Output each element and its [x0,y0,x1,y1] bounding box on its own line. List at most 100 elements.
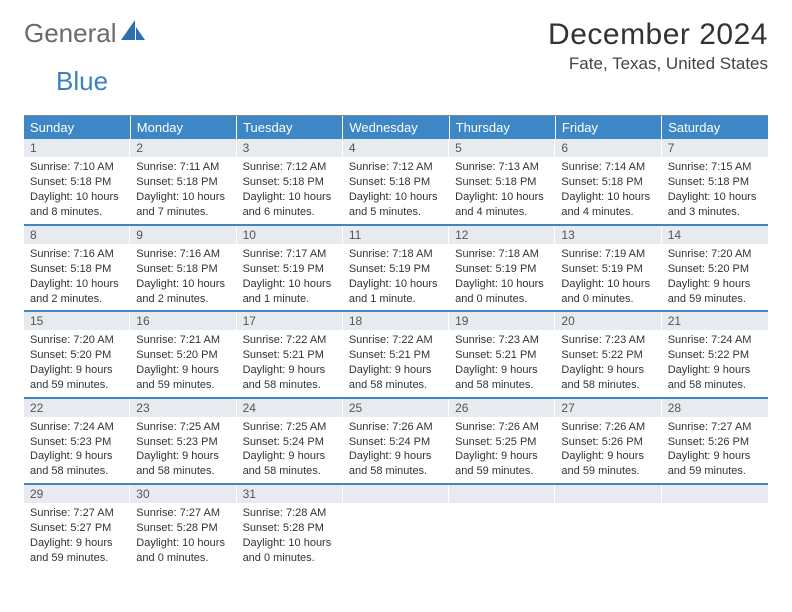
calendar-cell: 7Sunrise: 7:15 AMSunset: 5:18 PMDaylight… [662,139,768,225]
sunrise-text: Sunrise: 7:17 AM [243,247,337,262]
day-number: 8 [24,226,130,244]
day-content: Sunrise: 7:14 AMSunset: 5:18 PMDaylight:… [555,157,661,223]
sunset-text: Sunset: 5:24 PM [243,435,337,450]
calendar-cell: 11Sunrise: 7:18 AMSunset: 5:19 PMDayligh… [343,225,449,311]
day-number: 5 [449,139,555,157]
sunset-text: Sunset: 5:21 PM [243,348,337,363]
calendar-cell: 8Sunrise: 7:16 AMSunset: 5:18 PMDaylight… [24,225,130,311]
day-number: 9 [130,226,236,244]
day-number: 4 [343,139,449,157]
day-content: Sunrise: 7:18 AMSunset: 5:19 PMDaylight:… [449,244,555,310]
sunset-text: Sunset: 5:25 PM [455,435,549,450]
sunrise-text: Sunrise: 7:20 AM [668,247,762,262]
sunrise-text: Sunrise: 7:18 AM [349,247,443,262]
day-number: 29 [24,485,130,503]
day-content: Sunrise: 7:17 AMSunset: 5:19 PMDaylight:… [237,244,343,310]
calendar-cell [449,484,555,570]
daylight-text: Daylight: 10 hours and 7 minutes. [136,190,230,220]
day-number [662,485,768,503]
sunrise-text: Sunrise: 7:27 AM [668,420,762,435]
calendar-cell: 28Sunrise: 7:27 AMSunset: 5:26 PMDayligh… [662,398,768,484]
sunrise-text: Sunrise: 7:23 AM [455,333,549,348]
sunrise-text: Sunrise: 7:10 AM [30,160,124,175]
day-number: 21 [662,312,768,330]
day-content: Sunrise: 7:26 AMSunset: 5:24 PMDaylight:… [343,417,449,483]
calendar-cell: 21Sunrise: 7:24 AMSunset: 5:22 PMDayligh… [662,311,768,397]
sunset-text: Sunset: 5:18 PM [668,175,762,190]
sunrise-text: Sunrise: 7:25 AM [136,420,230,435]
day-content: Sunrise: 7:16 AMSunset: 5:18 PMDaylight:… [24,244,130,310]
calendar-cell: 9Sunrise: 7:16 AMSunset: 5:18 PMDaylight… [130,225,236,311]
day-number: 28 [662,399,768,417]
daylight-text: Daylight: 9 hours and 59 minutes. [30,536,124,566]
day-content: Sunrise: 7:23 AMSunset: 5:22 PMDaylight:… [555,330,661,396]
sunrise-text: Sunrise: 7:11 AM [136,160,230,175]
calendar-cell: 4Sunrise: 7:12 AMSunset: 5:18 PMDaylight… [343,139,449,225]
daylight-text: Daylight: 9 hours and 58 minutes. [243,449,337,479]
sunset-text: Sunset: 5:18 PM [349,175,443,190]
daylight-text: Daylight: 9 hours and 58 minutes. [455,363,549,393]
day-number: 6 [555,139,661,157]
calendar-cell: 3Sunrise: 7:12 AMSunset: 5:18 PMDaylight… [237,139,343,225]
sunrise-text: Sunrise: 7:16 AM [136,247,230,262]
month-title: December 2024 [548,18,768,52]
calendar-cell: 29Sunrise: 7:27 AMSunset: 5:27 PMDayligh… [24,484,130,570]
dayhead-sat: Saturday [662,116,768,139]
day-content: Sunrise: 7:22 AMSunset: 5:21 PMDaylight:… [343,330,449,396]
sunset-text: Sunset: 5:20 PM [668,262,762,277]
daylight-text: Daylight: 9 hours and 59 minutes. [561,449,655,479]
daylight-text: Daylight: 9 hours and 58 minutes. [349,363,443,393]
day-content: Sunrise: 7:22 AMSunset: 5:21 PMDaylight:… [237,330,343,396]
sunrise-text: Sunrise: 7:28 AM [243,506,337,521]
sunset-text: Sunset: 5:21 PM [349,348,443,363]
day-content: Sunrise: 7:20 AMSunset: 5:20 PMDaylight:… [662,244,768,310]
day-number: 10 [237,226,343,244]
daylight-text: Daylight: 10 hours and 6 minutes. [243,190,337,220]
day-number: 25 [343,399,449,417]
sunrise-text: Sunrise: 7:16 AM [30,247,124,262]
day-number: 14 [662,226,768,244]
calendar-row: 1Sunrise: 7:10 AMSunset: 5:18 PMDaylight… [24,139,768,225]
calendar-cell: 14Sunrise: 7:20 AMSunset: 5:20 PMDayligh… [662,225,768,311]
sunset-text: Sunset: 5:21 PM [455,348,549,363]
day-content [555,503,661,559]
sunrise-text: Sunrise: 7:12 AM [349,160,443,175]
sunrise-text: Sunrise: 7:27 AM [136,506,230,521]
daylight-text: Daylight: 10 hours and 2 minutes. [136,277,230,307]
day-content: Sunrise: 7:12 AMSunset: 5:18 PMDaylight:… [237,157,343,223]
dayhead-wed: Wednesday [343,116,449,139]
sunset-text: Sunset: 5:18 PM [561,175,655,190]
day-content: Sunrise: 7:24 AMSunset: 5:23 PMDaylight:… [24,417,130,483]
sunrise-text: Sunrise: 7:19 AM [561,247,655,262]
calendar-cell: 5Sunrise: 7:13 AMSunset: 5:18 PMDaylight… [449,139,555,225]
day-number: 13 [555,226,661,244]
calendar-cell: 27Sunrise: 7:26 AMSunset: 5:26 PMDayligh… [555,398,661,484]
day-content: Sunrise: 7:23 AMSunset: 5:21 PMDaylight:… [449,330,555,396]
daylight-text: Daylight: 9 hours and 59 minutes. [668,449,762,479]
day-number: 27 [555,399,661,417]
day-content: Sunrise: 7:26 AMSunset: 5:25 PMDaylight:… [449,417,555,483]
sunset-text: Sunset: 5:23 PM [30,435,124,450]
daylight-text: Daylight: 9 hours and 58 minutes. [668,363,762,393]
daylight-text: Daylight: 10 hours and 0 minutes. [136,536,230,566]
calendar-cell [662,484,768,570]
sunrise-text: Sunrise: 7:21 AM [136,333,230,348]
day-number: 23 [130,399,236,417]
calendar-cell: 23Sunrise: 7:25 AMSunset: 5:23 PMDayligh… [130,398,236,484]
sunrise-text: Sunrise: 7:15 AM [668,160,762,175]
sunset-text: Sunset: 5:18 PM [243,175,337,190]
calendar-cell: 13Sunrise: 7:19 AMSunset: 5:19 PMDayligh… [555,225,661,311]
sunrise-text: Sunrise: 7:22 AM [349,333,443,348]
day-number: 20 [555,312,661,330]
sunset-text: Sunset: 5:28 PM [136,521,230,536]
day-number: 7 [662,139,768,157]
daylight-text: Daylight: 10 hours and 0 minutes. [455,277,549,307]
daylight-text: Daylight: 10 hours and 8 minutes. [30,190,124,220]
sunrise-text: Sunrise: 7:24 AM [30,420,124,435]
sunset-text: Sunset: 5:28 PM [243,521,337,536]
day-content: Sunrise: 7:21 AMSunset: 5:20 PMDaylight:… [130,330,236,396]
calendar-cell: 17Sunrise: 7:22 AMSunset: 5:21 PMDayligh… [237,311,343,397]
daylight-text: Daylight: 10 hours and 1 minute. [243,277,337,307]
daylight-text: Daylight: 10 hours and 0 minutes. [561,277,655,307]
day-content: Sunrise: 7:27 AMSunset: 5:27 PMDaylight:… [24,503,130,569]
